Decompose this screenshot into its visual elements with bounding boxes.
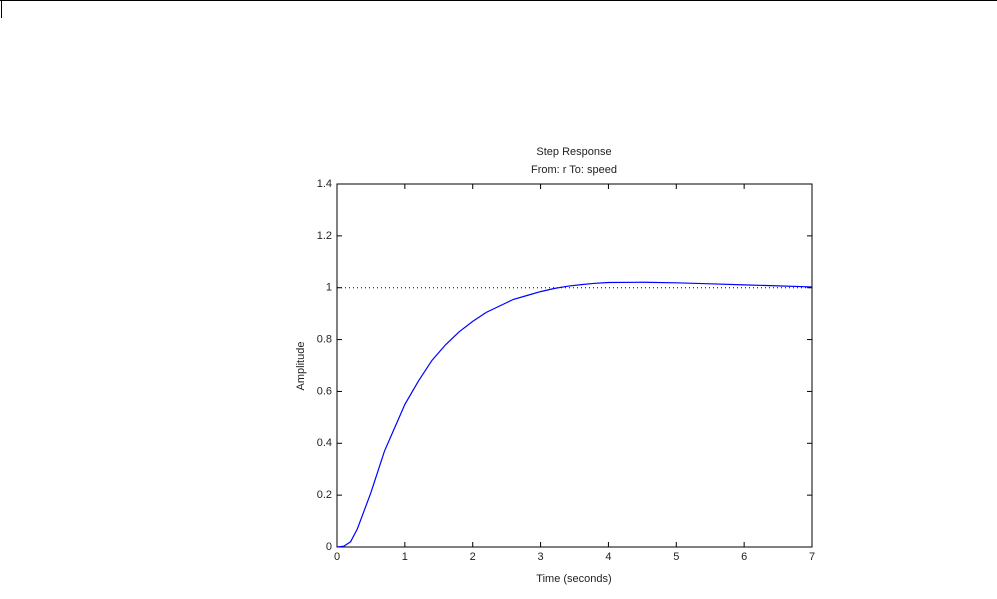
y-tick-label: 0.6 [317, 385, 332, 397]
chart-subtitle: From: r To: speed [531, 164, 617, 176]
y-axis-label: Amplitude [295, 342, 307, 391]
response-line [336, 281, 813, 548]
x-tick-label: 1 [402, 551, 408, 563]
axes-box [336, 183, 813, 548]
y-tick-label: 1.2 [317, 230, 332, 242]
y-tick-label: 0.8 [317, 333, 332, 345]
y-tick-label: 0.2 [317, 489, 332, 501]
x-tick-label: 5 [673, 551, 679, 563]
x-tick-label: 7 [809, 551, 815, 563]
x-tick-label: 6 [741, 551, 747, 563]
x-tick-label: 0 [334, 551, 340, 563]
y-tick-label: 1 [326, 282, 332, 294]
chart-title: Step Response [536, 146, 611, 158]
x-tick-label: 3 [538, 551, 544, 563]
y-tick-label: 0.4 [317, 437, 332, 449]
y-tick-label: 1.4 [317, 178, 332, 190]
x-tick-label: 2 [470, 551, 476, 563]
x-axis-label: Time (seconds) [536, 573, 611, 585]
y-tick-label: 0 [326, 541, 332, 553]
x-tick-label: 4 [605, 551, 611, 563]
